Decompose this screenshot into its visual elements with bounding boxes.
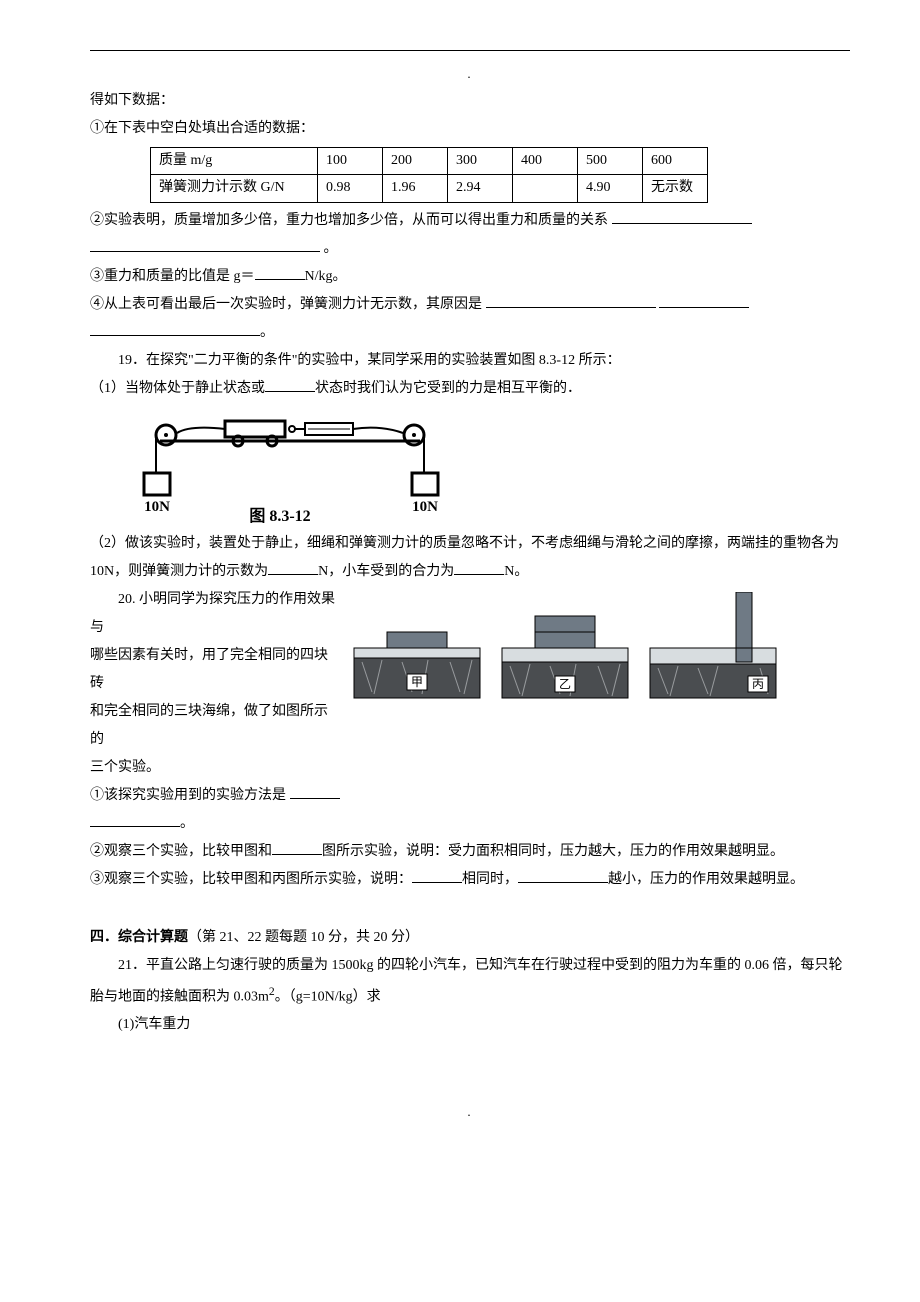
- text: （1）当物体处于静止状态或: [90, 381, 265, 396]
- svg-text:10N: 10N: [412, 499, 438, 515]
- text: 。: [180, 816, 194, 831]
- q21-stem: 21．平直公路上匀速行驶的质量为 1500kg 的四轮小汽车，已知汽车在行驶过程…: [90, 952, 850, 1012]
- q18-item2: ②实验表明，质量增加多少倍，重力也增加多少倍，从而可以得出重力和质量的关系: [90, 207, 850, 235]
- text: N/kg。: [305, 269, 347, 284]
- svg-text:乙: 乙: [559, 677, 571, 691]
- text: ④从上表可看出最后一次实验时，弹簧测力计无示数，其原因是: [90, 297, 482, 312]
- footer-dot: .: [90, 1099, 850, 1125]
- q18-item1: ①在下表中空白处填出合适的数据：: [90, 115, 850, 143]
- cell: 2.94: [448, 175, 513, 202]
- q20-line4: 三个实验。: [90, 754, 340, 782]
- figure-8-3-12: 10N 10N 图 8.3-12: [130, 411, 850, 526]
- sponge-figures: 甲 乙: [352, 592, 850, 707]
- text: N。: [504, 564, 528, 579]
- section4-heading: 四．综合计算题（第 21、22 题每题 10 分，共 20 分）: [90, 922, 850, 952]
- top-rule: [90, 50, 850, 51]
- svg-text:丙: 丙: [752, 677, 764, 691]
- fill-blank: [90, 319, 260, 335]
- q20-line3: 和完全相同的三块海绵，做了如图所示的: [90, 698, 340, 754]
- q18-item4-line2: 。: [90, 319, 850, 347]
- fill-blank: [268, 558, 318, 574]
- fill-blank: [612, 207, 752, 223]
- q18-intro-tail: 得如下数据：: [90, 87, 850, 115]
- fill-blank: [659, 291, 749, 307]
- svg-text:图 8.3-12: 图 8.3-12: [249, 507, 310, 525]
- fill-blank: [265, 375, 315, 391]
- fill-blank: [454, 558, 504, 574]
- fill-blank: [255, 263, 305, 279]
- cell: 500: [578, 148, 643, 175]
- cell: 弹簧测力计示数 G/N: [151, 175, 318, 202]
- fill-blank: [412, 866, 462, 882]
- sponge-c-svg: 丙: [648, 592, 778, 707]
- q20-item1-cont: 。: [90, 810, 850, 838]
- balance-apparatus-svg: 10N 10N 图 8.3-12: [130, 411, 450, 526]
- q19-item1: （1）当物体处于静止状态或 状态时我们认为它受到的力是相互平衡的．: [90, 375, 850, 403]
- q19-item2: （2）做该实验时，装置处于静止，细绳和弹簧测力计的质量忽略不计，不考虑细绳与滑轮…: [90, 530, 850, 586]
- fill-blank: [272, 838, 322, 854]
- cell: 200: [383, 148, 448, 175]
- q19-head: 19．在探究"二力平衡的条件"的实验中，某同学采用的实验装置如图 8.3-12 …: [90, 347, 850, 375]
- text: 。: [324, 241, 338, 256]
- cell: 0.98: [318, 175, 383, 202]
- text: ①该探究实验用到的实验方法是: [90, 788, 286, 803]
- cell: 400: [513, 148, 578, 175]
- text: ②观察三个实验，比较甲图和: [90, 844, 272, 859]
- header-dot: .: [90, 61, 850, 87]
- cell: 4.90: [578, 175, 643, 202]
- fill-blank: [90, 235, 320, 251]
- fill-blank: [518, 866, 608, 882]
- cell: 600: [643, 148, 708, 175]
- text: N，小车受到的合力为: [318, 564, 454, 579]
- text: 图所示实验，说明：受力面积相同时，压力越大，压力的作用效果越明显。: [322, 844, 784, 859]
- text: 21．平直公路上匀速行驶的质量为 1500kg 的四轮小汽车，已知汽车在行驶过程…: [90, 958, 843, 1005]
- fill-blank: [90, 810, 180, 826]
- q20-item2: ②观察三个实验，比较甲图和 图所示实验，说明：受力面积相同时，压力越大，压力的作用…: [90, 838, 850, 866]
- cell: 无示数: [643, 175, 708, 202]
- text: ②实验表明，质量增加多少倍，重力也增加多少倍，从而可以得出重力和质量的关系: [90, 213, 608, 228]
- cell: [513, 175, 578, 202]
- q20-line1: 20. 小明同学为探究压力的作用效果与: [90, 586, 340, 642]
- text: 。（g=10N/kg）求: [275, 989, 381, 1004]
- section-title: 四．综合计算题: [90, 928, 188, 944]
- table-row: 弹簧测力计示数 G/N 0.98 1.96 2.94 4.90 无示数: [151, 175, 708, 202]
- cell: 100: [318, 148, 383, 175]
- section-note: （第 21、22 题每题 10 分，共 20 分）: [188, 930, 419, 945]
- q18-item4: ④从上表可看出最后一次实验时，弹簧测力计无示数，其原因是: [90, 291, 850, 319]
- cell: 1.96: [383, 175, 448, 202]
- cell: 300: [448, 148, 513, 175]
- text: 越小，压力的作用效果越明显。: [608, 872, 804, 887]
- svg-text:10N: 10N: [144, 499, 170, 515]
- q18-item3: ③重力和质量的比值是 g＝ N/kg。: [90, 263, 850, 291]
- fill-blank: [486, 291, 656, 307]
- q20-item1: ①该探究实验用到的实验方法是: [90, 782, 340, 810]
- sponge-b-svg: 乙: [500, 592, 630, 707]
- text: 。: [260, 325, 274, 340]
- table-row: 质量 m/g 100 200 300 400 500 600: [151, 148, 708, 175]
- fill-blank: [290, 782, 340, 798]
- text: ③重力和质量的比值是 g＝: [90, 269, 255, 284]
- q20-item3: ③观察三个实验，比较甲图和丙图所示实验，说明： 相同时， 越小，压力的作用效果越明显…: [90, 866, 850, 894]
- text: ③观察三个实验，比较甲图和丙图所示实验，说明：: [90, 872, 412, 887]
- q20-line2: 哪些因素有关时，用了完全相同的四块砖: [90, 642, 340, 698]
- svg-text:甲: 甲: [411, 675, 423, 689]
- mass-weight-table: 质量 m/g 100 200 300 400 500 600 弹簧测力计示数 G…: [150, 147, 708, 203]
- q20-block: 20. 小明同学为探究压力的作用效果与 哪些因素有关时，用了完全相同的四块砖 和…: [90, 586, 850, 810]
- text: 状态时我们认为它受到的力是相互平衡的．: [315, 381, 581, 396]
- cell: 质量 m/g: [151, 148, 318, 175]
- q21-sub1: (1)汽车重力: [90, 1011, 850, 1039]
- text: 相同时，: [462, 872, 518, 887]
- sponge-a-svg: 甲: [352, 592, 482, 707]
- q18-item2-line2: 。: [90, 235, 850, 263]
